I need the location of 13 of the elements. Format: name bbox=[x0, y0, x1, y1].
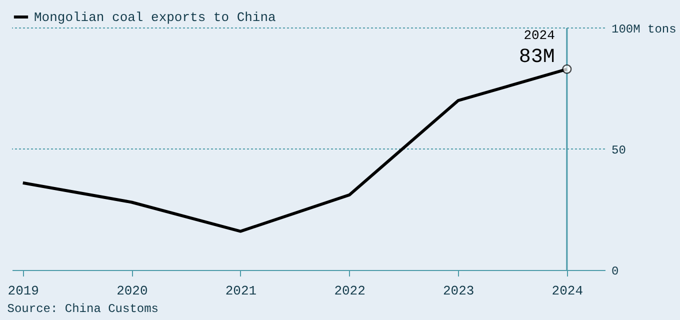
y-tick-label: 0 bbox=[612, 264, 619, 278]
annotation: 83M bbox=[518, 46, 555, 70]
x-tick-label: 2023 bbox=[443, 284, 474, 298]
x-tick-label: 2019 bbox=[8, 284, 39, 298]
legend-label: Mongolian coal exports to China bbox=[34, 10, 276, 25]
annotation: 2024 bbox=[524, 28, 556, 44]
source-note: Source: China Customs bbox=[7, 302, 159, 316]
x-tick-label: 2021 bbox=[225, 284, 257, 298]
x-tick-label: 2022 bbox=[334, 284, 366, 298]
x-tick-label: 2020 bbox=[116, 284, 148, 298]
y-tick-label: 50 bbox=[612, 144, 626, 158]
y-tick-label: 100M tons bbox=[612, 22, 676, 36]
x-tick-label: 2024 bbox=[552, 284, 584, 298]
